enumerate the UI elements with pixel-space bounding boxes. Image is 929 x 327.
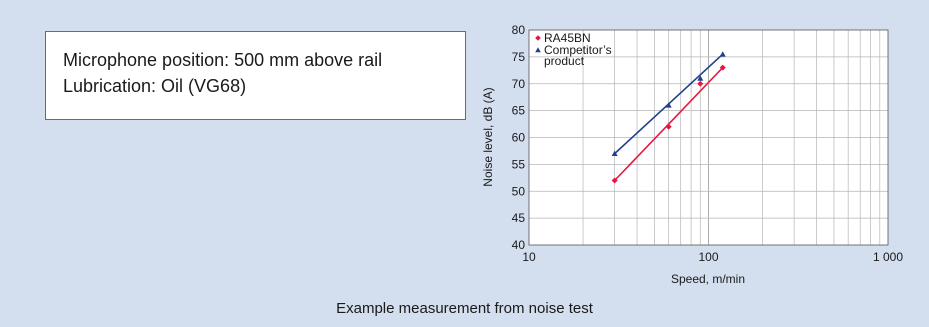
y-tick-label: 50 — [512, 184, 526, 198]
y-tick-label: 60 — [512, 131, 526, 145]
data-point-diamond — [611, 177, 618, 184]
data-point-triangle — [665, 102, 672, 108]
plot-frame — [528, 29, 889, 246]
legend-entry-label: Competitor’s — [544, 43, 612, 57]
data-point-diamond — [665, 123, 672, 130]
data-point-triangle — [535, 47, 541, 53]
chart-caption: Example measurement from noise test — [336, 300, 593, 317]
data-point-triangle — [697, 75, 704, 81]
microphone-position-text: Microphone position: 500 mm above rail — [63, 50, 383, 70]
legend-entry-label: product — [544, 54, 585, 68]
test-conditions-box: Microphone position: 500 mm above rail L… — [45, 31, 466, 120]
series-triangle — [611, 51, 726, 157]
data-point-triangle — [611, 150, 618, 157]
y-tick-label: 70 — [512, 77, 526, 91]
data-point-diamond — [719, 64, 726, 71]
y-tick-labels: 40 45 50 55 60 65 70 75 80 — [512, 23, 526, 252]
series-group — [611, 51, 726, 184]
y-axis-label: Noise level, dB (A) — [481, 87, 495, 186]
data-point-triangle — [719, 51, 726, 57]
y-tick-label: 45 — [512, 211, 526, 225]
y-tick-label: 55 — [512, 157, 526, 171]
legend-entry-label: RA45BN — [544, 31, 591, 45]
y-tick-label: 65 — [512, 104, 526, 118]
x-axis-label: Speed, m/min — [671, 272, 745, 286]
x-tick-label: 1 000 — [873, 250, 903, 264]
data-point-diamond — [535, 35, 541, 41]
x-tick-label: 100 — [698, 250, 718, 264]
x-tick-labels: 10 100 1 000 — [522, 250, 903, 264]
series-diamond — [611, 64, 726, 184]
lubrication-text: Lubrication: Oil (VG68) — [63, 76, 247, 96]
y-tick-label: 40 — [512, 238, 526, 252]
y-tick-label: 80 — [512, 23, 526, 37]
grid-lines — [529, 30, 888, 245]
noise-level-chart: 40 45 50 55 60 65 70 75 80 10 100 1 000 Speed, m/m… — [481, 23, 903, 286]
x-tick-label: 10 — [522, 250, 536, 264]
data-point-diamond — [697, 80, 704, 87]
y-tick-label: 75 — [512, 50, 526, 64]
